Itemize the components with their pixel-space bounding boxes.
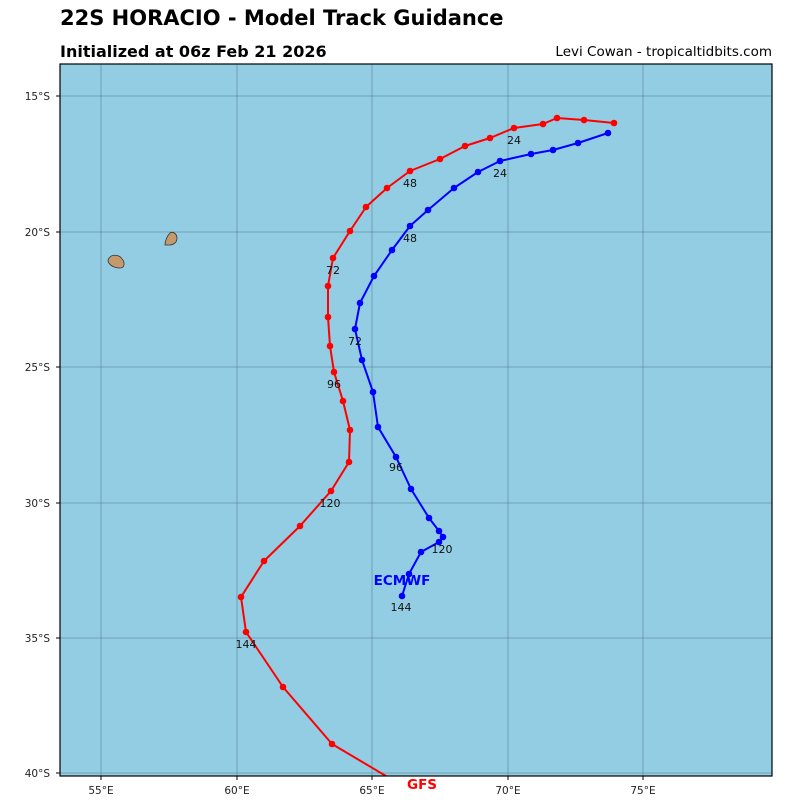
model-label-ecmwf: ECMWF xyxy=(374,573,431,589)
track-point xyxy=(392,453,400,461)
track-point xyxy=(406,222,414,230)
track-point xyxy=(435,527,443,535)
track-point xyxy=(346,227,354,235)
track-point xyxy=(296,522,304,530)
track-point xyxy=(369,388,377,396)
track-point xyxy=(496,157,504,165)
track-point xyxy=(549,146,557,154)
mauritius-island xyxy=(164,231,178,246)
lat-tick-label: 40°S xyxy=(25,768,51,780)
track-point xyxy=(406,167,414,175)
forecast-hour-label: 96 xyxy=(327,378,341,391)
forecast-hour-label: 48 xyxy=(403,232,417,245)
track-ecmwf xyxy=(351,129,612,600)
track-point xyxy=(417,548,425,556)
track-point xyxy=(610,119,618,127)
track-point xyxy=(407,485,415,493)
lat-tick-label: 20°S xyxy=(25,227,51,239)
track-point xyxy=(539,120,547,128)
forecast-hour-label: 96 xyxy=(389,461,403,474)
forecast-hour-label: 144 xyxy=(236,638,257,651)
track-line xyxy=(240,117,615,776)
forecast-hour-label: 144 xyxy=(391,601,412,614)
track-point xyxy=(370,272,378,280)
track-point xyxy=(439,533,447,541)
track-point xyxy=(356,299,364,307)
model-label-gfs: GFS xyxy=(407,777,437,793)
track-point xyxy=(362,203,370,211)
track-point xyxy=(328,740,336,748)
lat-tick-label: 15°S xyxy=(25,91,51,103)
track-point xyxy=(237,593,245,601)
forecast-hour-label: 24 xyxy=(507,134,521,147)
track-point xyxy=(425,514,433,522)
track-point xyxy=(339,397,347,405)
lon-tick-label: 75°E xyxy=(630,785,655,797)
init-time-subtitle: Initialized at 06z Feb 21 2026 xyxy=(60,42,327,61)
track-point xyxy=(326,342,334,350)
track-point xyxy=(345,458,353,466)
track-point xyxy=(604,129,612,137)
track-point xyxy=(388,246,396,254)
track-point xyxy=(260,557,268,565)
track-point xyxy=(405,570,413,578)
track-point xyxy=(324,282,332,290)
track-point xyxy=(324,313,332,321)
chart-title: 22S HORACIO - Model Track Guidance xyxy=(60,6,504,30)
credit-text: Levi Cowan - tropicaltidbits.com xyxy=(555,44,772,60)
model-tracks: 24 48 72 96 120 144 24 48 72 96 120 144 xyxy=(236,114,618,776)
lat-tick-label: 25°S xyxy=(25,362,51,374)
track-point xyxy=(330,368,338,376)
track-point xyxy=(279,683,287,691)
lon-tick-label: 55°E xyxy=(88,785,113,797)
forecast-hour-label: 120 xyxy=(432,543,453,556)
track-point xyxy=(461,142,469,150)
forecast-hour-label: 24 xyxy=(493,167,507,180)
track-point xyxy=(346,426,354,434)
map-frame xyxy=(59,63,773,777)
track-point xyxy=(242,628,250,636)
track-point xyxy=(450,184,458,192)
forecast-hour-label: 72 xyxy=(326,264,340,277)
forecast-hour-label: 120 xyxy=(320,497,341,510)
track-point xyxy=(436,155,444,163)
ocean-area xyxy=(60,64,772,776)
track-point xyxy=(574,139,582,147)
track-point xyxy=(580,116,588,124)
track-point xyxy=(474,168,482,176)
track-point xyxy=(527,150,535,158)
track-point xyxy=(435,538,443,546)
lon-tick-label: 70°E xyxy=(495,785,520,797)
lon-tick-label: 65°E xyxy=(359,785,384,797)
gridlines xyxy=(60,64,772,776)
track-point xyxy=(486,134,494,142)
track-point xyxy=(553,114,561,122)
lon-tick-label: 60°E xyxy=(224,785,249,797)
track-point xyxy=(327,487,335,495)
track-point xyxy=(329,254,337,262)
axis-ticks xyxy=(56,95,644,780)
track-point xyxy=(374,423,382,431)
lat-tick-label: 35°S xyxy=(25,633,51,645)
forecast-hour-label: 48 xyxy=(403,177,417,190)
track-gfs xyxy=(237,114,618,776)
track-point xyxy=(358,356,366,364)
track-point xyxy=(510,124,518,132)
forecast-hour-label: 72 xyxy=(348,335,362,348)
track-point xyxy=(351,325,359,333)
track-point xyxy=(424,206,432,214)
lat-tick-label: 30°S xyxy=(25,498,51,510)
track-point xyxy=(398,592,406,600)
track-point xyxy=(383,184,391,192)
reunion-island xyxy=(107,254,125,269)
